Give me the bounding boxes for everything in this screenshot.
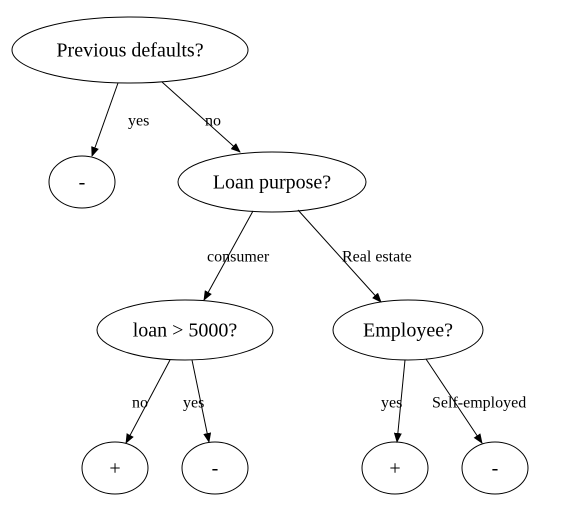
node-label: -	[212, 458, 219, 480]
edge-root-loanpurpose: no	[162, 82, 240, 152]
node-label: loan > 5000?	[133, 320, 238, 342]
node-neg3: -	[462, 442, 528, 494]
node-label: Previous defaults?	[56, 40, 203, 62]
node-loanpurpose: Loan purpose?	[178, 152, 366, 212]
node-label: Employee?	[363, 320, 453, 342]
edge-employee-neg3: Self-employed	[426, 359, 526, 443]
decision-tree-diagram: yes no consumer Real estate no yes yes Self-emp…	[0, 0, 571, 526]
node-employee: Employee?	[333, 300, 483, 360]
edge-loan5000-pos1: no	[126, 360, 170, 443]
node-label: Loan purpose?	[213, 172, 331, 194]
edge-loanpurpose-employee: Real estate	[298, 210, 412, 302]
edges: yes no consumer Real estate no yes yes Self-emp…	[92, 82, 526, 443]
edge-label: Self-employed	[432, 395, 526, 412]
nodes: Previous defaults? - Loan purpose? loan > 5…	[12, 17, 528, 494]
node-pos1: +	[82, 442, 148, 494]
edge-label: yes	[381, 395, 402, 412]
edge-line	[92, 83, 118, 156]
node-label: -	[79, 172, 86, 194]
edge-label: no	[132, 395, 148, 412]
edge-loan5000-neg2: yes	[183, 360, 209, 442]
edge-loanpurpose-loan5000: consumer	[204, 211, 270, 300]
edge-label: Real estate	[342, 249, 412, 266]
node-root: Previous defaults?	[12, 17, 248, 83]
edge-label: consumer	[207, 249, 270, 266]
node-label: +	[109, 458, 120, 480]
edge-employee-pos2: yes	[381, 360, 405, 442]
node-pos2: +	[362, 442, 428, 494]
node-label: +	[389, 458, 400, 480]
edge-label: yes	[183, 395, 204, 412]
node-neg1: -	[49, 156, 115, 208]
edge-root-neg1: yes	[92, 83, 149, 156]
edge-label: yes	[128, 113, 149, 130]
node-neg2: -	[182, 442, 248, 494]
node-label: -	[492, 458, 499, 480]
edge-line	[162, 82, 240, 152]
node-loan5000: loan > 5000?	[97, 300, 273, 360]
edge-label: no	[205, 113, 221, 130]
